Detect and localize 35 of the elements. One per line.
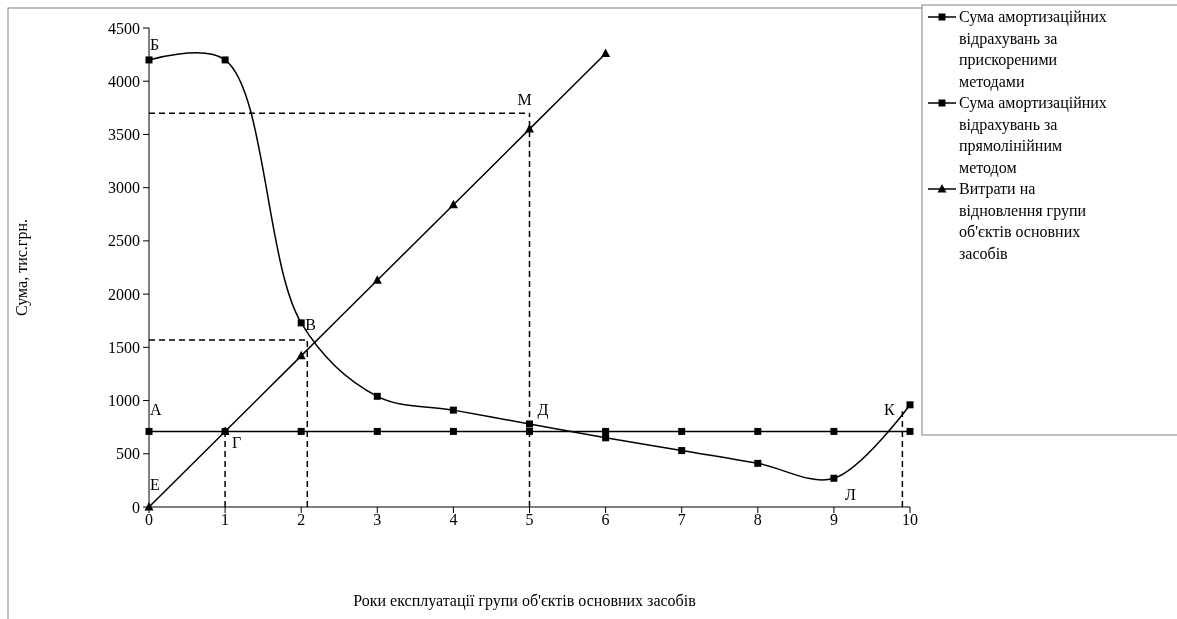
- legend-label: Сума амортизаційних відрахувань за прямолінійним методом: [959, 94, 1107, 177]
- annotation: Б: [150, 35, 160, 53]
- annotation: Л: [844, 486, 856, 504]
- y-tick-label: 2000: [108, 285, 140, 303]
- y-axis-title: Сума, тис.грн.: [13, 219, 31, 316]
- y-tick-label: 500: [116, 445, 140, 463]
- x-tick-label: 3: [373, 511, 382, 528]
- annotation: К: [884, 400, 895, 418]
- y-tick-label: 3500: [108, 126, 140, 144]
- y-tick-label: 3000: [108, 179, 140, 197]
- x-tick-label: 10: [902, 511, 918, 528]
- x-axis-title: Роки експлуатації групи об'єктів основних засобів: [353, 592, 697, 610]
- x-tick-label: 8: [753, 511, 762, 528]
- y-tick-label: 4000: [108, 72, 140, 90]
- y-tick-label: 4500: [108, 19, 140, 37]
- annotation: М: [517, 91, 532, 109]
- x-tick-label: 9: [829, 511, 838, 528]
- legend-label: Сума амортизаційних відрахувань за прискореними методами: [959, 8, 1107, 91]
- x-tick-label: 7: [677, 511, 686, 528]
- y-tick-label: 1500: [108, 338, 140, 356]
- annotation: А: [150, 401, 162, 419]
- legend-label: Витрати на відновлення групи об'єктів основних засобів: [959, 180, 1087, 262]
- x-tick-label: 2: [297, 511, 306, 528]
- annotation: Е: [150, 476, 160, 493]
- annotation: В: [305, 315, 316, 333]
- x-tick-label: 0: [145, 511, 153, 528]
- x-tick-label: 6: [601, 511, 610, 528]
- annotation: Д: [537, 400, 549, 419]
- x-tick-label: 1: [221, 511, 230, 528]
- x-tick-label: 4: [449, 511, 458, 528]
- annotation: Г: [232, 434, 242, 452]
- y-tick-label: 1000: [108, 392, 140, 410]
- x-tick-label: 5: [525, 511, 534, 528]
- y-tick-label: 0: [132, 498, 140, 516]
- y-tick-label: 2500: [108, 232, 140, 250]
